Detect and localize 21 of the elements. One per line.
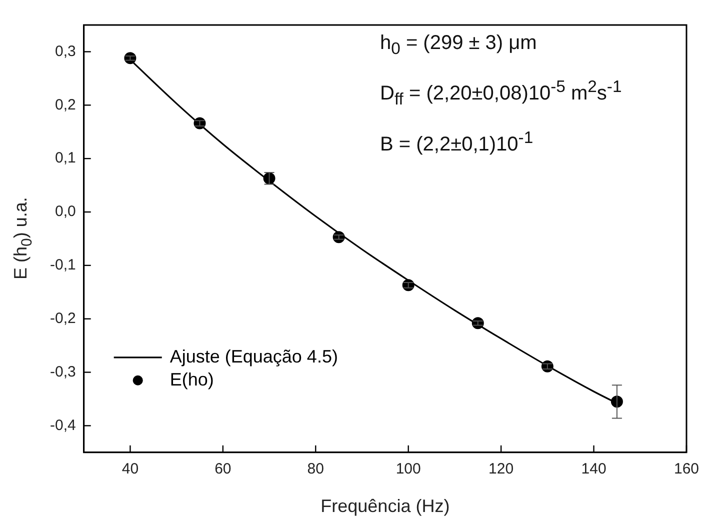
x-tick-label: 160 [674,460,699,478]
x-tick-label: 120 [488,460,514,478]
x-tick-label: 100 [396,460,421,478]
annotation: B = (2,2±0,1)10$^{-1}$ [380,126,534,158]
x-axis-title: Frequência (Hz) [320,496,450,516]
y-tick-label: -0,4 [50,416,76,434]
legend-label: Ajuste (Equação 4.5) [170,346,338,366]
y-tick-label: 0,2 [54,96,76,114]
y-tick-label: 0,1 [54,150,76,167]
annotation: D$_{ff}$ = (2,20±0,08)10$^{-5}$ m$^{2}$s$^{-1}$ [380,76,622,111]
x-tick-label: 60 [214,460,232,478]
y-tick-label: -0,2 [50,310,76,327]
y-tick-label: 0,0 [54,203,76,220]
y-tick-label: -0,3 [50,363,76,380]
y-tick-label: -0,1 [50,256,76,274]
x-tick-label: 140 [581,460,606,478]
x-tick-label: 80 [307,460,324,478]
x-tick-label: 40 [122,460,139,478]
legend-label: E(ho) [170,369,214,390]
y-tick-label: 0,3 [54,42,76,60]
annotation: h$_{0}$ = (299 ± 3) μm [380,31,538,60]
